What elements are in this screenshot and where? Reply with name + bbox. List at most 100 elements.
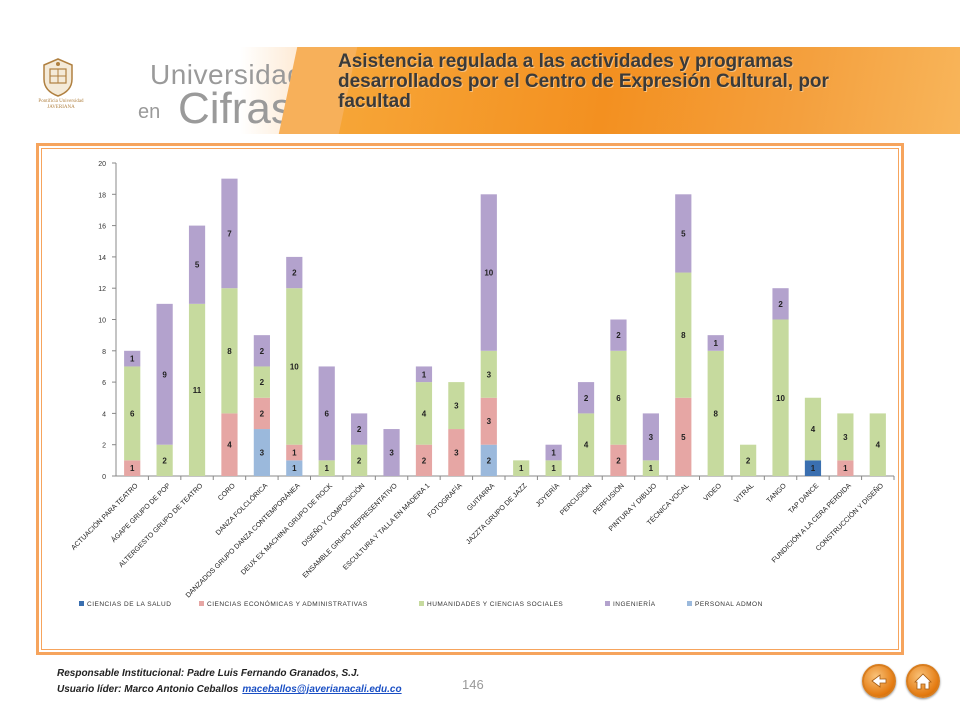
bar-segment <box>869 413 886 476</box>
data-label: 1 <box>713 339 718 348</box>
back-arrow-icon <box>871 674 887 688</box>
bar-segment <box>837 413 854 461</box>
bar-segment <box>707 350 724 476</box>
bar-segment <box>221 178 238 289</box>
data-label: 6 <box>130 409 135 418</box>
legend-label: HUMANIDADES Y CIENCIAS SOCIALES <box>427 601 563 608</box>
x-tick-label: JAZZTA GRUPO DE JAZZ <box>465 482 529 546</box>
university-crest-icon <box>43 58 73 97</box>
footer-usuario-label: Usuario líder: Marco Antonio Ceballos <box>57 684 239 695</box>
data-label: 1 <box>551 464 556 473</box>
data-label: 8 <box>681 331 686 340</box>
data-label: 1 <box>130 464 135 473</box>
bar-segment <box>772 288 789 320</box>
bar-segment <box>156 303 173 445</box>
bar-segment <box>286 460 303 476</box>
data-label: 2 <box>616 331 621 340</box>
bar-segment <box>707 335 724 351</box>
bar-segment <box>545 444 562 461</box>
page-title: Asistencia regulada a las actividades y … <box>338 51 829 112</box>
bar-segment <box>383 429 400 476</box>
brand-universidad: Universidad <box>150 59 304 90</box>
bar-segment <box>221 288 238 414</box>
footer-usuario: Usuario líder: Marco Antonio Ceballos mac… <box>57 684 402 695</box>
chart-frame: 0 2 4 6 8 10 12 14 16 18 20 1 6 1 ACTUACIÓN PARA TEATR… <box>36 143 904 655</box>
bar-segment <box>577 413 595 476</box>
bar-segment <box>415 382 433 445</box>
bar-segment <box>513 460 530 476</box>
bar-segment <box>675 194 692 273</box>
email-link[interactable]: maceballos@javerianacali.edu.co <box>242 684 402 695</box>
x-tick-label: VITRAL <box>733 482 755 504</box>
y-tick-label: 6 <box>102 380 106 387</box>
data-label: 4 <box>227 441 232 450</box>
data-label: 1 <box>324 464 329 473</box>
data-label: 3 <box>843 433 848 442</box>
data-label: 2 <box>487 456 492 465</box>
data-label: 2 <box>260 347 265 356</box>
bar-segment <box>675 272 692 398</box>
data-label: 1 <box>292 449 297 458</box>
bar-segment <box>610 444 627 476</box>
legend-label: INGENIERÍA <box>613 599 656 608</box>
data-label: 2 <box>778 300 783 309</box>
bar-segment <box>480 350 497 398</box>
data-label: 3 <box>454 402 459 411</box>
legend-swatch <box>605 601 610 606</box>
home-icon <box>914 673 932 690</box>
legend-swatch <box>687 601 692 606</box>
legend-label: CIENCIAS DE LA SALUD <box>87 601 171 608</box>
data-label: 5 <box>195 261 200 270</box>
bar-segment <box>124 460 141 476</box>
y-tick-label: 0 <box>102 474 106 481</box>
legend-swatch <box>79 601 84 606</box>
data-label: 4 <box>422 409 427 418</box>
data-label: 1 <box>811 464 816 473</box>
data-label: 3 <box>389 449 394 458</box>
legend-label: CIENCIAS ECONÓMICAS Y ADMINISTRATIVAS <box>207 599 368 608</box>
data-label: 1 <box>292 464 297 473</box>
bar-segment <box>480 444 497 476</box>
data-label: 1 <box>422 370 427 379</box>
back-button[interactable] <box>862 664 896 698</box>
brand-cifras: Cifras <box>178 84 293 133</box>
bar-segment <box>448 382 465 430</box>
title-band <box>318 47 960 134</box>
bar-segment <box>188 225 206 304</box>
y-tick-label: 8 <box>102 349 106 356</box>
bar-segment <box>286 256 303 289</box>
data-label: 1 <box>551 449 556 458</box>
x-tick-label: GUITARRA <box>466 482 496 512</box>
y-tick-label: 10 <box>98 318 106 325</box>
bar-segment <box>253 366 270 398</box>
data-label: 2 <box>260 378 265 387</box>
data-label: 7 <box>227 229 232 238</box>
bar-segment <box>124 350 141 367</box>
data-label: 2 <box>422 456 427 465</box>
data-label: 5 <box>681 229 686 238</box>
x-tick-label: FOTOGRAFÍA <box>425 481 464 520</box>
data-label: 10 <box>484 269 493 278</box>
legend-swatch <box>199 601 204 606</box>
x-tick-label: TANGO <box>766 482 789 505</box>
bar-segment <box>253 429 270 476</box>
x-tick-label: DISEÑO Y COMPOSICIÓN <box>300 481 367 548</box>
y-tick-label: 16 <box>98 224 106 231</box>
x-tick-label: JOYERÍA <box>533 481 561 509</box>
y-tick-label: 18 <box>98 192 106 199</box>
bar-segment <box>156 444 173 476</box>
bar-segment <box>804 460 822 476</box>
data-label: 8 <box>227 347 232 356</box>
footer-responsable: Responsable Institucional: Padre Luis Fe… <box>57 668 360 679</box>
data-label: 3 <box>649 433 654 442</box>
data-label: 4 <box>876 441 881 450</box>
bar-segment <box>286 444 303 461</box>
data-label: 10 <box>290 362 299 371</box>
y-tick-label: 12 <box>98 286 106 293</box>
x-tick-label: TAP DANCE <box>788 482 821 515</box>
data-label: 3 <box>487 417 492 426</box>
home-button[interactable] <box>906 664 940 698</box>
bar-segment <box>577 382 595 414</box>
x-tick-label: ÁGAPE GRUPO DE POP <box>109 481 172 544</box>
